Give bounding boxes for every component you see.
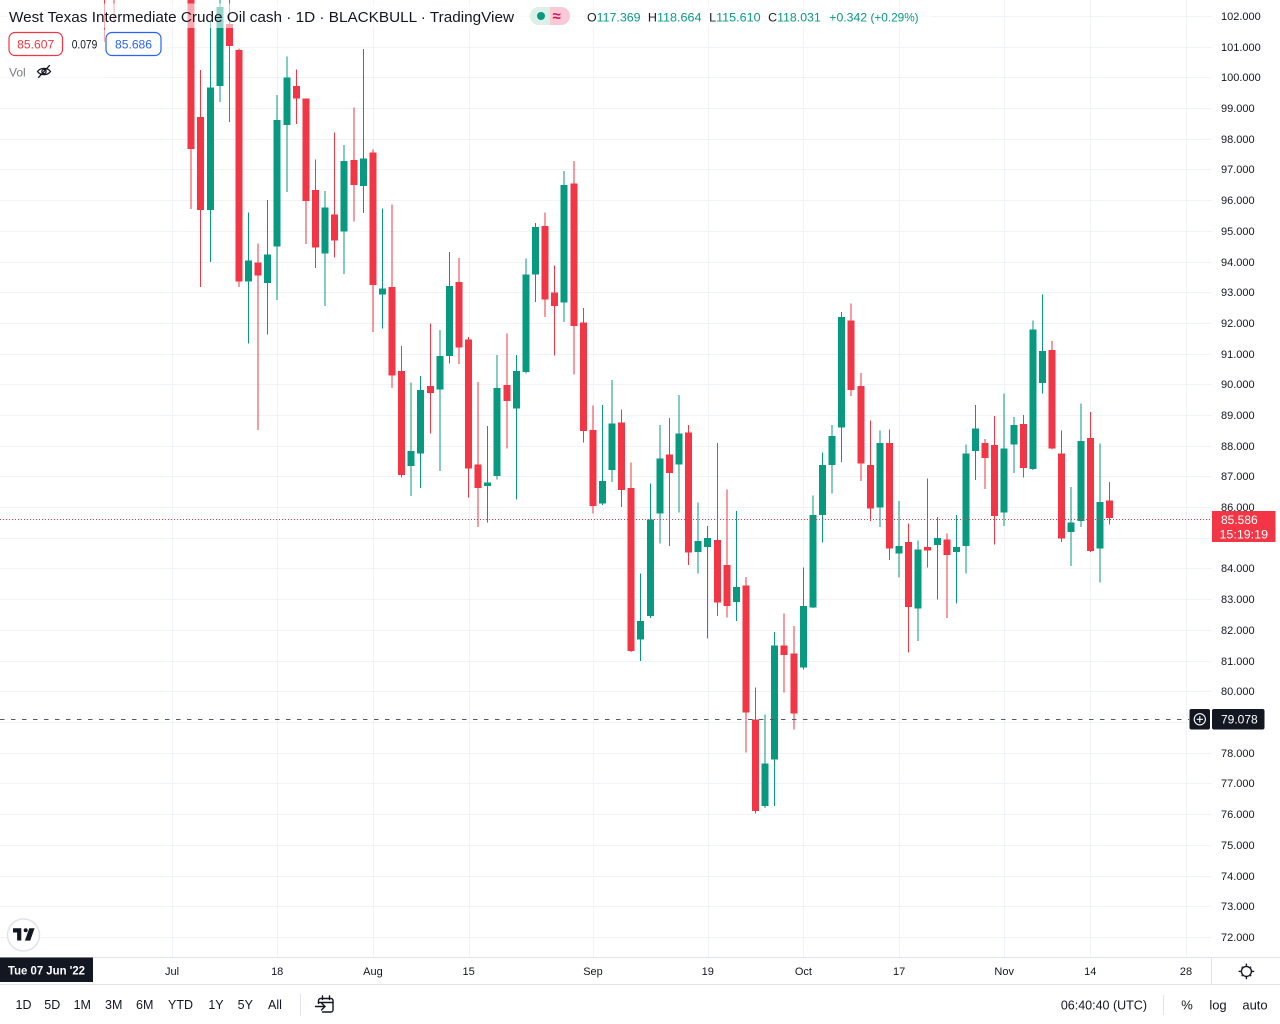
svg-text:log: log [1209,998,1226,1013]
svg-text:C118.031: C118.031 [768,11,821,25]
svg-text:99.000: 99.000 [1221,103,1255,115]
svg-text:3M: 3M [105,998,122,1012]
svg-text:96.000: 96.000 [1221,195,1255,207]
svg-text:84.000: 84.000 [1221,563,1255,575]
svg-text:83.000: 83.000 [1221,594,1255,606]
svg-text:72.000: 72.000 [1221,932,1255,944]
svg-text:Jul: Jul [165,966,179,978]
svg-text:Sep: Sep [583,966,603,978]
svg-text:93.000: 93.000 [1221,287,1255,299]
svg-text:1D: 1D [16,998,32,1012]
svg-text:90.000: 90.000 [1221,379,1255,391]
svg-text:77.000: 77.000 [1221,778,1255,790]
svg-text:88.000: 88.000 [1221,441,1255,453]
svg-text:YTD: YTD [168,998,193,1012]
svg-text:15: 15 [462,966,474,978]
svg-text:75.000: 75.000 [1221,840,1255,852]
svg-text:78.000: 78.000 [1221,748,1255,760]
svg-text:5D: 5D [44,998,60,1012]
svg-text:28: 28 [1180,966,1192,978]
svg-text:+0.342: +0.342 [829,11,867,25]
svg-text:91.000: 91.000 [1221,349,1255,361]
svg-text:87.000: 87.000 [1221,471,1255,483]
svg-text:85.686: 85.686 [115,38,152,52]
svg-text:17: 17 [893,966,905,978]
svg-text:Aug: Aug [363,966,383,978]
svg-text:1Y: 1Y [208,998,224,1012]
svg-text:82.000: 82.000 [1221,625,1255,637]
svg-text:89.000: 89.000 [1221,410,1255,422]
svg-text:Nov: Nov [994,966,1014,978]
svg-text:06:40:40 (UTC): 06:40:40 (UTC) [1061,999,1147,1013]
svg-text:O117.369: O117.369 [587,11,641,25]
svg-text:81.000: 81.000 [1221,656,1255,668]
svg-text:74.000: 74.000 [1221,871,1255,883]
svg-text:80.000: 80.000 [1221,686,1255,698]
svg-text:76.000: 76.000 [1221,809,1255,821]
svg-text:All: All [268,998,282,1012]
svg-text:98.000: 98.000 [1221,134,1255,146]
svg-text:92.000: 92.000 [1221,318,1255,330]
svg-text:0.079: 0.079 [72,38,98,52]
svg-text:5Y: 5Y [238,998,254,1012]
svg-text:102.000: 102.000 [1221,11,1261,23]
svg-text:14: 14 [1084,966,1096,978]
svg-text:73.000: 73.000 [1221,901,1255,913]
svg-text:Vol: Vol [9,66,26,80]
svg-text:Tue 07 Jun '22: Tue 07 Jun '22 [8,964,85,978]
svg-text:97.000: 97.000 [1221,164,1255,176]
svg-text:18: 18 [271,966,283,978]
svg-text:H118.664: H118.664 [648,11,702,25]
svg-text:94.000: 94.000 [1221,257,1255,269]
svg-text:(+0.29%): (+0.29%) [871,11,919,25]
svg-text:%: % [1181,998,1193,1013]
svg-text:6M: 6M [136,998,153,1012]
svg-text:15:19:19: 15:19:19 [1220,528,1269,542]
svg-text:auto: auto [1242,998,1267,1013]
svg-text:Oct: Oct [795,966,812,978]
svg-text:≈: ≈ [553,8,561,25]
svg-text:85.586: 85.586 [1221,513,1258,527]
svg-text:West Texas Intermediate Crude: West Texas Intermediate Crude Oil cash ·… [9,10,515,26]
svg-text:79.078: 79.078 [1221,713,1258,727]
svg-text:85.607: 85.607 [17,38,54,52]
svg-text:L115.610: L115.610 [709,11,761,25]
svg-text:100.000: 100.000 [1221,72,1261,84]
svg-text:1M: 1M [74,998,91,1012]
svg-text:19: 19 [702,966,714,978]
svg-text:101.000: 101.000 [1221,42,1261,54]
svg-text:95.000: 95.000 [1221,226,1255,238]
